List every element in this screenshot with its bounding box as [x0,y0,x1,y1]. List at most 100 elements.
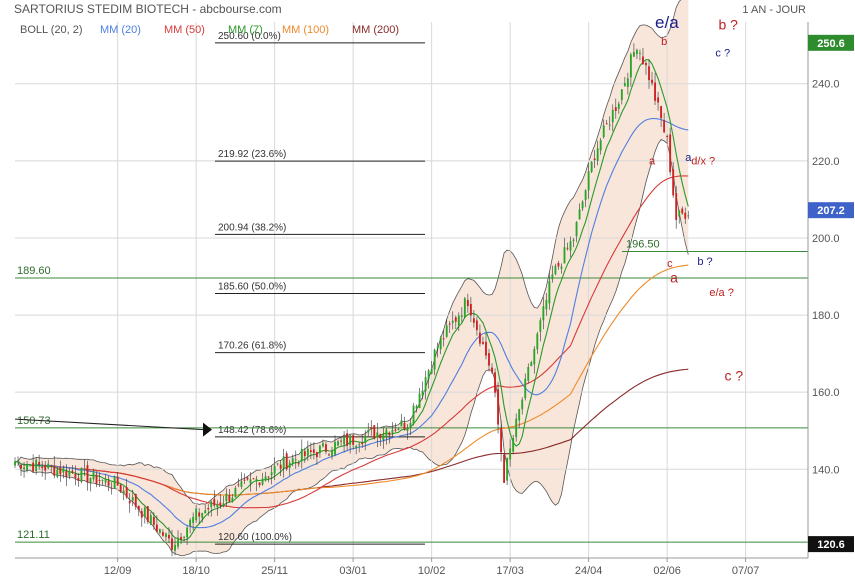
candle-body [397,428,400,430]
wave-annotation: e/a [655,13,679,32]
candle-body [391,429,394,433]
candle-body [152,516,155,525]
candle-body [14,461,16,466]
candle-body [201,512,204,518]
candle-body [421,390,424,396]
arrow-line [14,418,204,431]
candle-body [563,247,566,264]
candle-body [17,461,19,463]
candle-body [204,510,207,514]
candle-body [430,368,433,374]
candle-body [433,349,436,370]
wave-annotation: a [649,156,656,168]
candle-body [288,462,291,468]
x-tick-label: 24/04 [575,565,603,577]
candle-body [654,82,656,101]
candle-body [578,209,581,220]
wave-annotation: e/a ? [709,287,733,299]
candle-body [509,448,512,460]
candle-body [62,468,65,473]
candle-body [448,323,451,325]
candle-body [249,479,252,484]
candle-body [418,393,421,409]
candles-layer [14,43,690,557]
candle-body [285,453,288,470]
candle-body [137,505,140,511]
candle-body [192,516,195,523]
candle-body [294,459,297,461]
candle-body [131,497,134,501]
candle-body [143,507,146,517]
candle-body [527,366,530,381]
y-tick-label: 160.0 [812,387,840,399]
fib-label: 148.42 (78.6%) [218,425,286,436]
candle-body [186,527,189,538]
candle-body [599,140,602,151]
price-tag [808,202,854,219]
candle-body [219,502,222,505]
candle-body [183,536,186,538]
candle-body [158,529,161,533]
candle-body [110,487,113,489]
candle-body [337,441,339,446]
candle-body [300,448,303,462]
candle-body [276,463,279,465]
candle-body [542,306,545,321]
candle-body [264,476,267,481]
candle-body [663,120,666,133]
wave-annotation: c ? [715,48,730,60]
wave-annotation: c ? [724,368,743,384]
x-tick-label: 10/02 [418,565,446,577]
candle-body [237,484,240,486]
candle-body [388,432,391,436]
candle-body [358,444,361,446]
candle-body [216,503,219,508]
legend-entry: MM (100) [282,24,329,36]
candle-body [560,266,563,269]
candle-body [500,428,503,453]
candle-body [116,476,119,486]
candle-body [536,333,539,350]
x-tick-label: 07/07 [732,565,760,577]
candle-body [497,389,499,425]
candle-body [318,445,321,454]
candle-body [349,435,352,445]
x-tick-label: 02/06 [653,565,681,577]
y-tick-label: 140.0 [812,464,840,476]
candle-body [403,422,406,430]
candle-body [669,134,672,173]
candle-body [415,406,418,409]
candle-body [524,378,527,399]
candle-body [240,481,243,487]
candle-body [642,56,644,65]
candle-body [406,428,409,432]
bollinger-upper [14,0,682,505]
candle-body [611,109,614,123]
candle-body [629,54,632,78]
candle-body [47,463,50,469]
candle-body [140,511,143,518]
candle-body [651,79,653,84]
candle-body [20,464,22,469]
fib-label: 170.26 (61.8%) [218,341,286,352]
candle-body [195,508,198,521]
candle-body [155,524,158,532]
candle-body [364,435,367,444]
price-tag [808,536,854,553]
candle-body [331,451,333,457]
candle-body [282,456,285,469]
wave-annotation: c [667,258,673,270]
candle-body [672,169,675,196]
candle-body [346,433,349,446]
candle-body [687,215,690,217]
candle-body [361,442,364,445]
candle-body [38,461,41,465]
fib-label: 185.60 (50.0%) [218,281,286,292]
candle-body [518,409,521,421]
candle-body [557,263,560,267]
axes-layer: 140.0 160.0 180.0 200.0 220.0 240.0 12/09 18/10… [15,22,854,577]
candle-body [125,487,128,498]
annotations-layer: e/a b ?bc ?a d/x ?ac b ?ae/a ?c ? [649,13,743,384]
candle-body [533,348,536,365]
candle-body [312,449,315,453]
